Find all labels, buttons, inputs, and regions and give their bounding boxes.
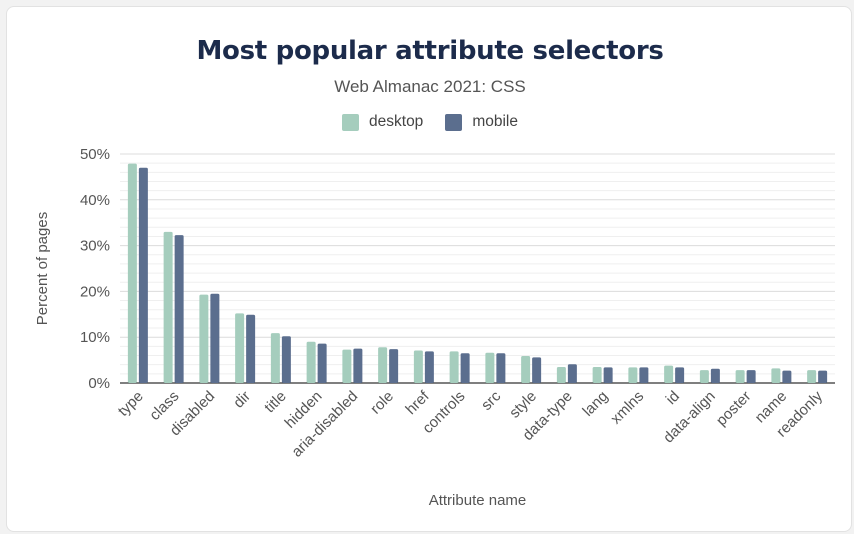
bar-desktop-title[interactable] <box>270 333 280 383</box>
bar-mobile-style[interactable] <box>532 357 542 383</box>
bar-desktop-src[interactable] <box>485 352 495 383</box>
bar-desktop-poster[interactable] <box>735 370 745 383</box>
bar-desktop-style[interactable] <box>521 355 531 383</box>
x-tick-label: poster <box>713 388 755 430</box>
bar-desktop-controls[interactable] <box>449 351 459 383</box>
bar-mobile-readonly[interactable] <box>818 370 828 383</box>
bar-mobile-controls[interactable] <box>460 353 470 383</box>
bar-mobile-data-type[interactable] <box>567 364 577 383</box>
bar-mobile-title[interactable] <box>281 336 291 383</box>
bar-desktop-name[interactable] <box>771 368 781 383</box>
x-tick-label: type <box>115 388 147 420</box>
bar-mobile-src[interactable] <box>496 353 506 383</box>
bar-mobile-dir[interactable] <box>246 314 256 383</box>
bar-desktop-disabled[interactable] <box>199 294 209 383</box>
x-tick-label: xmlns <box>607 388 647 428</box>
x-tick-label: role <box>367 388 397 418</box>
legend-swatch-desktop <box>342 113 360 131</box>
legend-swatch-mobile <box>445 113 463 131</box>
bar-desktop-data-type[interactable] <box>556 366 566 383</box>
x-tick-label: dir <box>230 388 254 412</box>
y-tick-label: 20% <box>80 283 110 300</box>
legend-label-desktop: desktop <box>369 113 424 130</box>
bar-mobile-hidden[interactable] <box>317 343 327 383</box>
chart-subtitle: Web Almanac 2021: CSS <box>334 77 526 96</box>
chart-legend: desktop mobile <box>7 113 853 131</box>
y-tick-label: 50% <box>80 146 110 163</box>
bar-mobile-class[interactable] <box>174 235 184 383</box>
bar-desktop-role[interactable] <box>378 347 388 383</box>
bar-mobile-disabled[interactable] <box>210 293 220 383</box>
chart-title: Most popular attribute selectors <box>196 36 664 66</box>
bar-desktop-readonly[interactable] <box>807 370 817 383</box>
bar-mobile-name[interactable] <box>782 370 792 383</box>
bar-desktop-class[interactable] <box>163 231 173 383</box>
bar-mobile-xmlns[interactable] <box>639 367 649 383</box>
bar-mobile-id[interactable] <box>675 367 685 383</box>
y-tick-label: 0% <box>88 375 110 392</box>
bar-mobile-role[interactable] <box>389 349 399 383</box>
y-tick-label: 10% <box>80 329 110 346</box>
legend-item-mobile[interactable]: mobile <box>445 113 518 131</box>
x-tick-label: title <box>261 388 290 417</box>
legend-item-desktop[interactable]: desktop <box>342 113 423 131</box>
x-axis-title: Attribute name <box>429 492 527 509</box>
bar-mobile-poster[interactable] <box>746 370 756 383</box>
x-tick-label: src <box>478 387 505 414</box>
bar-mobile-aria-disabled[interactable] <box>353 348 363 383</box>
bar-mobile-href[interactable] <box>424 351 434 383</box>
y-axis-title: Percent of pages <box>34 212 51 325</box>
x-tick-label: href <box>402 387 433 418</box>
y-tick-label: 30% <box>80 238 110 255</box>
bar-desktop-href[interactable] <box>413 350 423 383</box>
y-tick-label: 40% <box>80 192 110 209</box>
bar-mobile-lang[interactable] <box>603 367 613 383</box>
bar-desktop-aria-disabled[interactable] <box>342 349 352 383</box>
bar-desktop-dir[interactable] <box>235 313 245 383</box>
bar-desktop-hidden[interactable] <box>306 341 316 383</box>
bar-desktop-lang[interactable] <box>592 366 602 383</box>
legend-label-mobile: mobile <box>472 113 518 130</box>
bar-desktop-id[interactable] <box>664 365 674 383</box>
bar-mobile-type[interactable] <box>138 167 148 383</box>
bar-desktop-data-align[interactable] <box>699 370 709 383</box>
bar-desktop-xmlns[interactable] <box>628 367 638 383</box>
bar-desktop-type[interactable] <box>127 163 137 383</box>
x-tick-label: id <box>663 388 683 408</box>
bar-mobile-data-align[interactable] <box>710 368 720 383</box>
